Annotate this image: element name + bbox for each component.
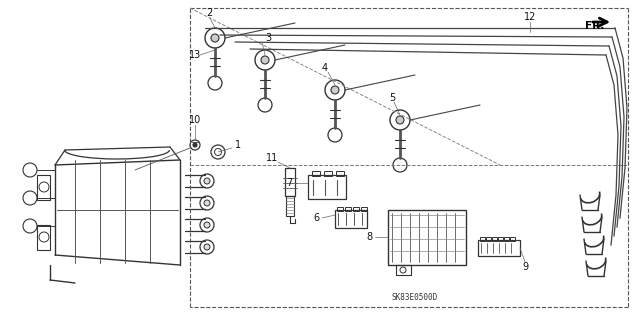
Bar (361, 207, 367, 211)
Bar (345, 207, 351, 211)
Text: 10: 10 (189, 115, 201, 125)
Text: 7: 7 (286, 178, 292, 188)
Text: 4: 4 (322, 63, 328, 73)
Circle shape (204, 200, 210, 206)
Bar (510, 237, 515, 241)
Bar (335, 210, 367, 228)
Bar (286, 196, 294, 216)
Bar (492, 237, 497, 241)
Bar (312, 171, 320, 176)
Text: 2: 2 (206, 8, 212, 18)
Text: SK83E0500D: SK83E0500D (392, 293, 438, 302)
Text: 13: 13 (189, 50, 201, 60)
Text: 12: 12 (524, 12, 536, 22)
Bar (324, 171, 332, 176)
Circle shape (204, 244, 210, 250)
Text: 11: 11 (266, 153, 278, 163)
Bar (396, 265, 411, 275)
Text: 6: 6 (313, 213, 319, 223)
Bar (285, 168, 295, 196)
Circle shape (261, 56, 269, 64)
Bar (504, 237, 509, 241)
Circle shape (204, 178, 210, 184)
Bar (480, 237, 485, 241)
Circle shape (204, 222, 210, 228)
Text: 8: 8 (366, 232, 372, 242)
Circle shape (211, 34, 219, 42)
Bar (498, 237, 503, 241)
Bar (336, 171, 344, 176)
Bar (388, 210, 466, 265)
Bar (308, 175, 346, 199)
Circle shape (193, 143, 197, 147)
Bar (353, 207, 359, 211)
Text: 1: 1 (235, 140, 241, 150)
Text: 5: 5 (389, 93, 395, 103)
Text: FR.: FR. (585, 21, 604, 31)
Circle shape (331, 86, 339, 94)
Circle shape (396, 116, 404, 124)
Bar (486, 237, 491, 241)
Text: 3: 3 (265, 33, 271, 43)
Text: 9: 9 (522, 262, 528, 272)
Bar (478, 240, 520, 256)
Bar (337, 207, 343, 211)
